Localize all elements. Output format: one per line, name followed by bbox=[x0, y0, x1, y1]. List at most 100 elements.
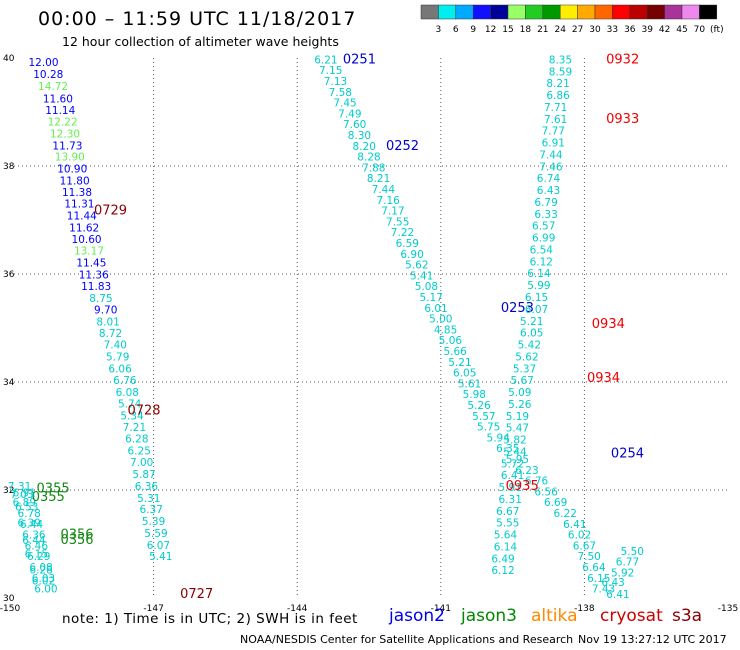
swh-value: 6.56 bbox=[534, 486, 558, 498]
swh-value: 8.30 bbox=[348, 130, 371, 142]
swh-value: 5.19 bbox=[506, 411, 529, 423]
swh-value: 5.09 bbox=[508, 387, 531, 399]
swh-value: 5.87 bbox=[132, 469, 155, 481]
swh-value: 5.41 bbox=[410, 270, 433, 282]
swh-value: 6.43 bbox=[537, 185, 560, 197]
swh-value: 6.54 bbox=[530, 244, 554, 256]
swh-value: 12.00 bbox=[28, 57, 58, 69]
y-tick-label: 36 bbox=[3, 270, 15, 280]
pass-id-label: 0252 bbox=[386, 139, 419, 154]
x-tick-label: -150 bbox=[0, 604, 20, 614]
swh-value: 5.39 bbox=[142, 516, 165, 528]
swh-value: 5.42 bbox=[518, 340, 541, 352]
x-tick-label: -144 bbox=[287, 604, 308, 614]
swh-value: 6.08 bbox=[116, 387, 139, 399]
swh-value: 8.21 bbox=[546, 78, 569, 90]
pass-id-label: 0356 bbox=[60, 533, 93, 548]
swh-value: 7.49 bbox=[338, 108, 361, 120]
timestamp: Nov 19 13:27:12 UTC 2017 bbox=[578, 633, 727, 646]
swh-value: 7.17 bbox=[381, 206, 404, 218]
swh-value: 7.21 bbox=[123, 422, 146, 434]
swh-value: 5.62 bbox=[405, 260, 428, 272]
swh-value: 5.37 bbox=[513, 363, 536, 375]
credit-line: NOAA/NESDIS Center for Satellite Applica… bbox=[240, 633, 574, 646]
swh-value: 7.00 bbox=[130, 457, 153, 469]
pass-id-label: 0727 bbox=[180, 587, 213, 602]
swh-value: 6.67 bbox=[496, 506, 519, 518]
swh-value: 5.41 bbox=[149, 551, 172, 563]
swh-value: 6.76 bbox=[113, 375, 137, 387]
swh-value: 6.05 bbox=[520, 328, 543, 340]
scale-tick-label: 45 bbox=[676, 25, 687, 35]
scale-swatch bbox=[699, 4, 718, 20]
swh-value: 6.57 bbox=[532, 221, 555, 233]
swh-value: 6.07 bbox=[525, 304, 548, 316]
swh-value: 6.07 bbox=[147, 540, 170, 552]
swh-value: 7.88 bbox=[362, 162, 385, 174]
swh-value: 7.16 bbox=[376, 195, 400, 207]
swh-value: 6.91 bbox=[542, 138, 565, 150]
swh-value: 7.71 bbox=[544, 102, 567, 114]
swh-value: 6.14 bbox=[494, 541, 518, 553]
units-note: note: 1) Time is in UTC; 2) SWH is in fe… bbox=[62, 611, 358, 627]
swh-value: 6.31 bbox=[499, 494, 522, 506]
scale-tick-label: 21 bbox=[537, 25, 548, 35]
swh-value: 6.77 bbox=[616, 557, 639, 569]
swh-value: 10.28 bbox=[33, 69, 63, 81]
swh-value: 7.61 bbox=[544, 114, 567, 126]
swh-value: 8.21 bbox=[367, 173, 390, 185]
swh-value: 6.21 bbox=[314, 54, 337, 66]
swh-value: 6.64 bbox=[582, 562, 606, 574]
swh-value: 6.15 bbox=[25, 549, 48, 561]
scale-tick-label: 39 bbox=[641, 25, 653, 35]
swh-value: 7.03 bbox=[10, 489, 33, 501]
x-tick-label: -141 bbox=[431, 604, 451, 614]
swh-value: 5.91 bbox=[499, 482, 522, 494]
scale-tick-label: 18 bbox=[520, 25, 532, 35]
swh-value: 13.17 bbox=[74, 246, 104, 258]
swh-value: 14.72 bbox=[38, 81, 68, 93]
swh-value: 11.14 bbox=[45, 105, 75, 117]
swh-value: 6.28 bbox=[29, 565, 52, 577]
pass-id-label: 0356 bbox=[60, 528, 93, 543]
y-tick-label: 30 bbox=[3, 594, 15, 604]
color-scale-bar: 3 6 9 12 15 18 21 24 27 30 33 36 39 42 45 70 (ft) bbox=[420, 4, 724, 35]
scale-tick-label: 3 bbox=[436, 25, 442, 35]
swh-value: 5.62 bbox=[515, 351, 538, 363]
swh-value: 7.45 bbox=[333, 98, 356, 110]
swh-value: 5.55 bbox=[496, 518, 519, 530]
legend-item-cryosat: cryosat bbox=[600, 606, 663, 626]
scale-tick-label: (ft) bbox=[710, 25, 724, 35]
swh-value: 6.12 bbox=[530, 256, 553, 268]
pass-id-label: 0934 bbox=[592, 317, 625, 332]
swh-value: 6.44 bbox=[20, 519, 44, 531]
swh-value: 6.33 bbox=[534, 209, 557, 221]
swh-value: 11.44 bbox=[67, 210, 97, 222]
scale-tick-label: 9 bbox=[470, 25, 476, 35]
swh-value: 6.29 bbox=[27, 551, 50, 563]
swh-value: 6.79 bbox=[534, 197, 557, 209]
swh-value: 6.36 bbox=[22, 530, 46, 542]
scale-tick-label: 15 bbox=[502, 25, 513, 35]
swh-value: 5.98 bbox=[463, 389, 486, 401]
swh-value: 6.74 bbox=[537, 173, 561, 185]
swh-value: 6.15 bbox=[525, 292, 548, 304]
swh-value: 6.06 bbox=[108, 363, 132, 375]
pass-id-label: 0728 bbox=[127, 403, 160, 418]
swh-value: 6.41 bbox=[606, 589, 629, 601]
swh-value: 6.22 bbox=[554, 508, 577, 520]
pass-id-label: 0935 bbox=[506, 479, 539, 494]
swh-value: 5.00 bbox=[429, 314, 452, 326]
pass-id-label: 0729 bbox=[94, 204, 127, 219]
swh-value: 6.15 bbox=[587, 573, 610, 585]
swh-value: 8.01 bbox=[96, 316, 119, 328]
x-tick-label: -138 bbox=[574, 604, 595, 614]
swh-value: 5.61 bbox=[458, 378, 481, 390]
swh-value: 6.41 bbox=[501, 470, 524, 482]
page-title: 00:00 – 11:59 UTC 11/18/2017 bbox=[38, 8, 357, 30]
swh-value: 6.14 bbox=[527, 268, 551, 280]
swh-value: 10.60 bbox=[72, 234, 102, 246]
swh-value: 11.83 bbox=[81, 281, 111, 293]
swh-value: 6.05 bbox=[453, 368, 476, 380]
